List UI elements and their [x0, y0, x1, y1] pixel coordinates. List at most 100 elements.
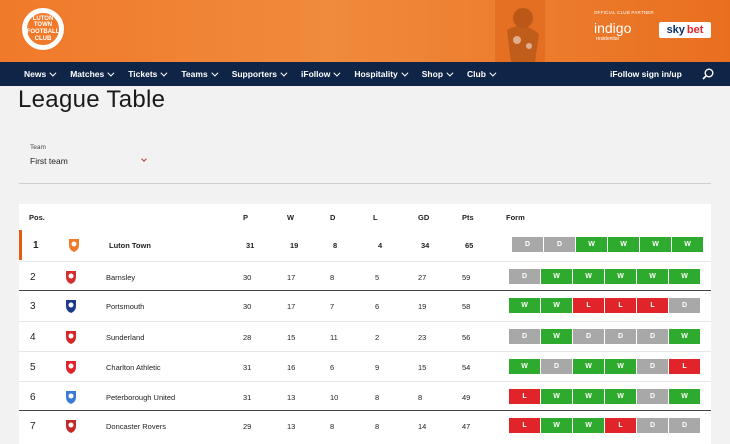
team-name-link[interactable]: Doncaster Rovers [106, 422, 167, 431]
cell-w: 17 [287, 302, 296, 311]
table-row[interactable]: 4 Sunderland 28 15 11 2 23 56 D W D D D W [19, 321, 711, 351]
nav-item-ifollow[interactable]: iFollow [301, 69, 341, 79]
team-name-link[interactable]: Sunderland [106, 333, 145, 342]
form-result-badge[interactable]: D [509, 329, 540, 344]
form-result-badge[interactable]: D [637, 389, 668, 404]
cell-d: 8 [330, 422, 335, 431]
form-result-badge[interactable]: D [637, 359, 668, 374]
form-result-badge[interactable]: W [573, 269, 604, 284]
team-select[interactable]: First team [28, 152, 152, 170]
team-name-link[interactable]: Barnsley [106, 273, 136, 282]
indigo-partner-sub: residential [596, 36, 619, 42]
nav-item-tickets[interactable]: Tickets [128, 69, 168, 79]
form-result-badge[interactable]: D [637, 418, 668, 433]
nav-item-matches[interactable]: Matches [70, 69, 115, 79]
form-result-badge[interactable]: L [669, 359, 700, 374]
table-row[interactable]: 5 Charlton Athletic 31 16 6 9 15 54 W D W W D L [19, 351, 711, 381]
header-pos[interactable]: Pos. [29, 213, 45, 222]
cell-p: 31 [243, 363, 252, 372]
form-result-badge[interactable]: D [509, 269, 540, 284]
form-result-badge[interactable]: W [573, 418, 604, 433]
form-result-badge[interactable]: W [573, 389, 604, 404]
team-select-label: Team [30, 144, 46, 151]
nav-item-hospitality[interactable]: Hospitality [354, 69, 409, 79]
table-row[interactable]: 7 Doncaster Rovers 29 13 8 8 14 47 L W W L D D [19, 410, 711, 440]
team-badge-icon [69, 239, 79, 252]
cell-w: 13 [287, 422, 296, 431]
table-row[interactable]: 6 Peterborough United 31 13 10 8 8 49 L W W W D W [19, 381, 711, 411]
table-header: Pos. P W D L GD Pts Form [19, 204, 711, 230]
form-result-badge[interactable]: D [637, 329, 668, 344]
indigo-partner-logo[interactable]: indigo [594, 20, 632, 36]
form-result-badge[interactable]: W [541, 329, 572, 344]
table-row[interactable]: 3 Portsmouth 30 17 7 6 19 58 W W L L L D [19, 290, 711, 320]
nav-item-shop[interactable]: Shop [422, 69, 454, 79]
cell-d: 6 [330, 363, 335, 372]
header-points[interactable]: Pts [462, 213, 474, 222]
form-result-badge[interactable]: W [669, 269, 700, 284]
header-gd[interactable]: GD [418, 213, 430, 222]
form-result-badge[interactable]: W [605, 389, 636, 404]
header-drawn[interactable]: D [330, 213, 336, 222]
form-result-badge[interactable]: W [509, 359, 540, 374]
table-row[interactable]: 1 Luton Town 31 19 8 4 34 65 D D W W W W [19, 230, 711, 260]
form-result-badge[interactable]: L [637, 298, 668, 313]
header-lost[interactable]: L [373, 213, 378, 222]
table-row[interactable]: 2 Barnsley 30 17 8 5 27 59 D W W W W W [19, 261, 711, 291]
header-won[interactable]: W [287, 213, 295, 222]
cell-p: 29 [243, 422, 252, 431]
chevron-down-icon [489, 69, 497, 77]
form-result-badge[interactable]: L [605, 418, 636, 433]
form-result-badge[interactable]: D [669, 418, 700, 433]
form-result-badge[interactable]: L [573, 298, 604, 313]
form-result-badge[interactable]: W [573, 359, 604, 374]
chevron-down-icon [49, 69, 57, 77]
form-result-badge[interactable]: D [605, 329, 636, 344]
form-result-badge[interactable]: W [541, 298, 572, 313]
row-position: 7 [30, 421, 36, 432]
form-result-badge[interactable]: W [669, 329, 700, 344]
form-result-badge[interactable]: D [512, 237, 543, 252]
form-result-badge[interactable]: W [637, 269, 668, 284]
form-result-badge[interactable]: D [669, 298, 700, 313]
form-result-badge[interactable]: W [605, 269, 636, 284]
team-name-link[interactable]: Peterborough United [106, 393, 176, 402]
nav-item-supporters[interactable]: Supporters [232, 69, 288, 79]
form-result-badge[interactable]: D [541, 359, 572, 374]
form-result-badge[interactable]: W [605, 359, 636, 374]
chevron-down-icon [141, 156, 147, 162]
cell-gd: 27 [418, 273, 427, 282]
team-name-link[interactable]: Charlton Athletic [106, 363, 161, 372]
form-result-badge[interactable]: L [509, 418, 540, 433]
form-result-badge[interactable]: W [509, 298, 540, 313]
search-icon[interactable] [702, 68, 714, 80]
form-result-badge[interactable]: D [544, 237, 575, 252]
nav-item-club[interactable]: Club [467, 69, 497, 79]
ifollow-signin-link[interactable]: iFollow sign in/up [610, 69, 682, 79]
page-title: League Table [18, 86, 166, 113]
form-result-badge[interactable]: L [605, 298, 636, 313]
team-badge-icon [66, 391, 76, 404]
form-result-badge[interactable]: D [573, 329, 604, 344]
team-name-link[interactable]: Portsmouth [106, 302, 145, 311]
cell-w: 17 [287, 273, 296, 282]
form-result-badge[interactable]: W [541, 269, 572, 284]
skybet-sponsor-logo[interactable]: sky bet [659, 22, 711, 38]
form-result-badge[interactable]: W [669, 389, 700, 404]
form-result-badge[interactable]: W [640, 237, 671, 252]
form-result-badge[interactable]: W [608, 237, 639, 252]
club-crest-logo[interactable]: LUTON TOWN FOOTBALL CLUB [20, 6, 66, 52]
cell-pts: 59 [462, 273, 471, 282]
form-result-badge[interactable]: L [509, 389, 540, 404]
chevron-down-icon [211, 69, 219, 77]
team-name-link[interactable]: Luton Town [109, 241, 151, 250]
header-played[interactable]: P [243, 213, 249, 222]
form-result-badge[interactable]: W [672, 237, 703, 252]
cell-d: 7 [330, 302, 335, 311]
form-result-badge[interactable]: W [541, 389, 572, 404]
form-result-badge[interactable]: W [576, 237, 607, 252]
nav-item-news[interactable]: News [24, 69, 57, 79]
cell-l: 6 [375, 302, 380, 311]
form-result-badge[interactable]: W [541, 418, 572, 433]
nav-item-teams[interactable]: Teams [181, 69, 219, 79]
